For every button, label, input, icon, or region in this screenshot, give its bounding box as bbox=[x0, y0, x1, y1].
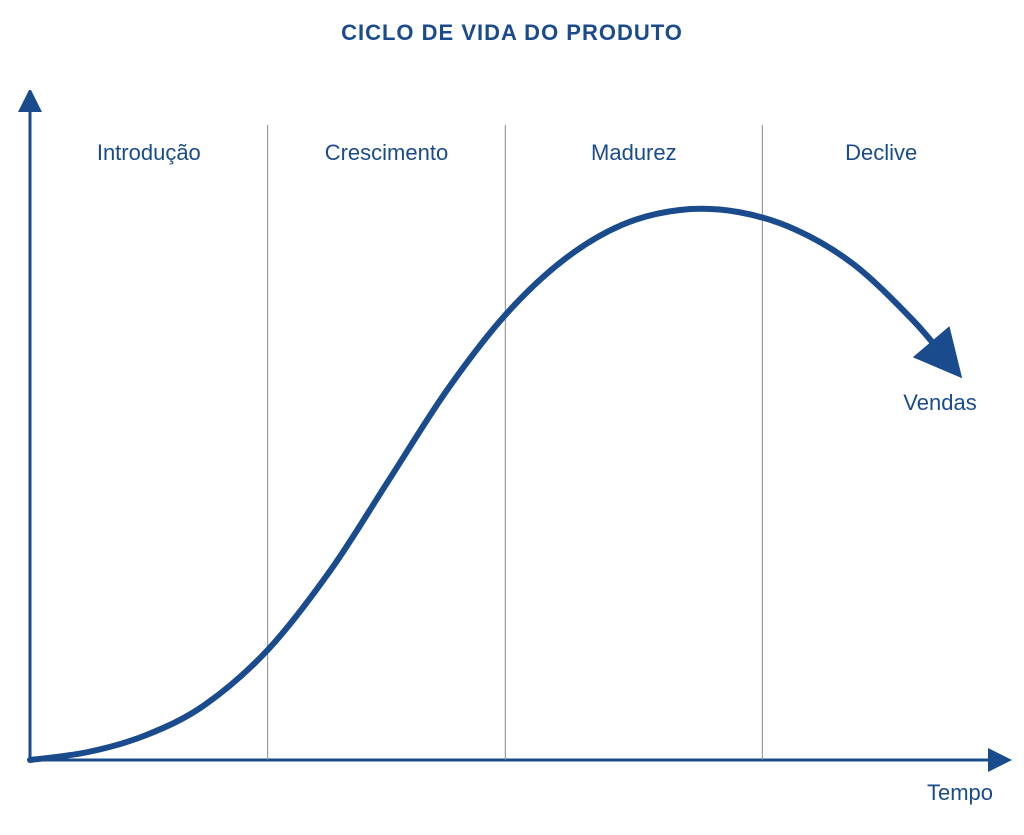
x-axis-label: Tempo bbox=[927, 780, 993, 805]
chart-title: CICLO DE VIDA DO PRODUTO bbox=[0, 20, 1024, 46]
phase-label: Introdução bbox=[97, 140, 201, 165]
phase-label: Madurez bbox=[591, 140, 677, 165]
phase-dividers bbox=[268, 125, 763, 760]
curve-label: Vendas bbox=[903, 390, 976, 415]
product-lifecycle-chart: Introdução Crescimento Madurez Declive Vend… bbox=[10, 90, 1014, 810]
phase-labels: Introdução Crescimento Madurez Declive bbox=[97, 140, 917, 165]
phase-label: Declive bbox=[845, 140, 917, 165]
sales-curve bbox=[30, 209, 947, 760]
phase-label: Crescimento bbox=[325, 140, 448, 165]
chart-container: Introdução Crescimento Madurez Declive Vend… bbox=[10, 90, 1014, 810]
